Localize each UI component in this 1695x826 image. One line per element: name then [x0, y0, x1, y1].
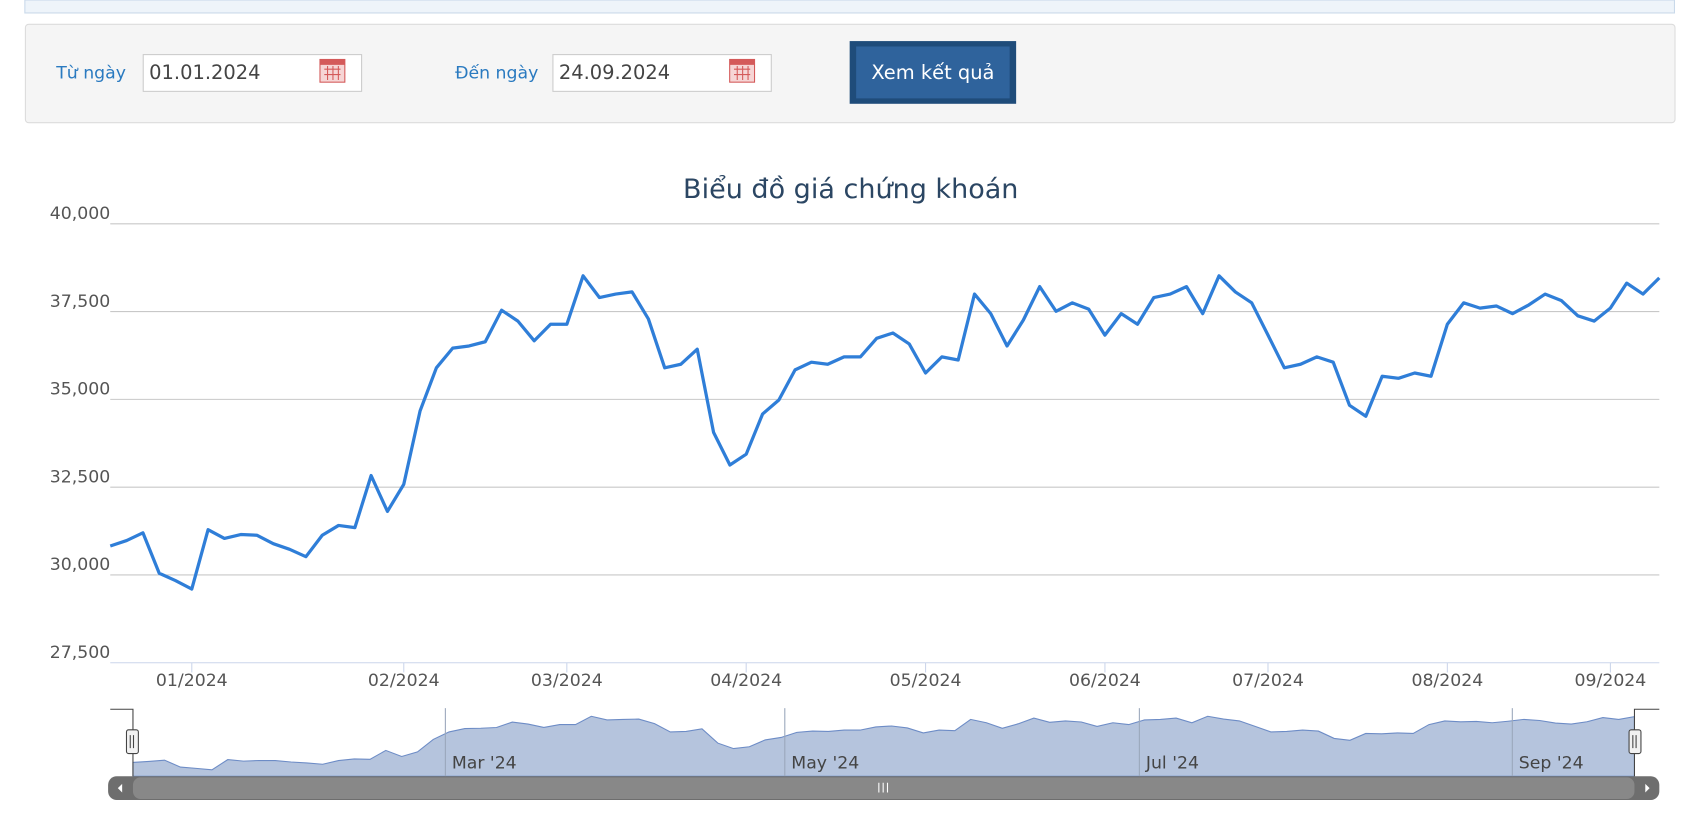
to-label: Đến ngày	[455, 63, 538, 84]
button-face	[856, 46, 1010, 99]
y-tick-label: 27,500	[50, 643, 110, 663]
button-label: Xem kết quả	[871, 61, 994, 84]
navigator-label: Sep '24	[1519, 753, 1584, 773]
from-label: Từ ngày	[55, 64, 126, 84]
y-tick-label: 37,500	[50, 292, 110, 312]
calendar-icon[interactable]	[729, 58, 756, 83]
y-tick-label: 40,000	[50, 204, 110, 224]
price-line	[109, 274, 1661, 591]
navigator-label: Jul '24	[1145, 753, 1199, 773]
from-value: 01.01.2024	[149, 61, 260, 84]
navigator-area	[132, 715, 1636, 777]
navigator-label: May '24	[791, 753, 859, 773]
x-tick-label: 08/2024	[1411, 671, 1483, 691]
y-tick-label: 30,000	[50, 555, 110, 575]
top-strip	[24, 0, 1676, 14]
navigator-handle[interactable]	[125, 729, 139, 755]
to-value: 24.09.2024	[559, 61, 670, 84]
y-tick-label: 32,500	[50, 467, 110, 487]
scroll-left-arrow	[117, 783, 123, 793]
x-tick-label: 05/2024	[890, 671, 962, 691]
calendar-icon[interactable]	[319, 58, 346, 83]
x-tick-label: 03/2024	[531, 671, 603, 691]
navigator-handle[interactable]	[1628, 729, 1642, 755]
x-tick-label: 09/2024	[1575, 671, 1647, 691]
plot: 27,500 30,000 32,500 35,000 37,500 40,000 01/2…	[50, 204, 1661, 801]
scroll-right-arrow	[1645, 783, 1650, 793]
x-tick-label: 06/2024	[1069, 671, 1141, 691]
handle-grip	[129, 735, 135, 749]
navigator-label: Mar '24	[452, 753, 517, 773]
scrollbar-grip	[878, 782, 889, 793]
x-tick-label: 02/2024	[368, 671, 440, 691]
x-tick-label: 07/2024	[1232, 671, 1304, 691]
x-tick-label: 01/2024	[156, 671, 228, 691]
y-tick-label: 35,000	[50, 380, 110, 400]
chart-title: Biểu đồ giá chứng khoán	[683, 174, 1018, 205]
x-tick-label: 04/2024	[710, 671, 782, 691]
handle-grip	[1632, 735, 1637, 749]
